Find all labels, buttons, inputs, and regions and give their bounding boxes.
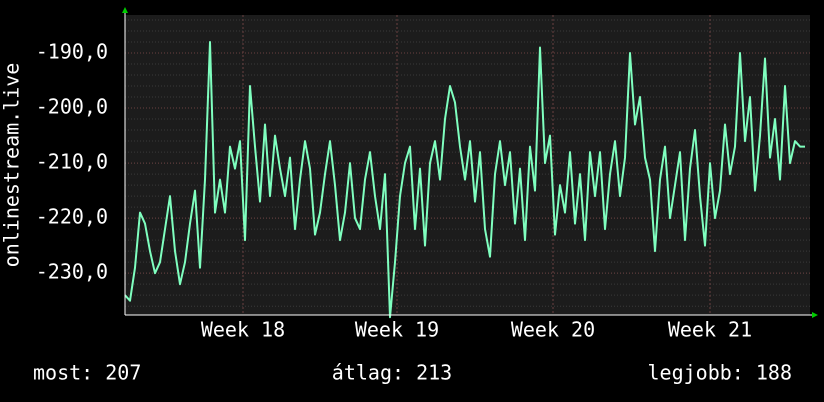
y-tick-label: -230,0 [36, 260, 108, 284]
x-tick-label: Week 19 [355, 318, 439, 342]
x-tick-label: Week 20 [511, 318, 595, 342]
stat-current: most: 207 [33, 361, 141, 385]
stat-average: átlag: 213 [332, 361, 452, 385]
y-axis-label: onlinestream.live [0, 63, 24, 268]
y-tick-label: -220,0 [36, 205, 108, 229]
y-tick-label: -200,0 [36, 95, 108, 119]
axis-arrow [812, 312, 818, 318]
stat-max: legjobb: 188 [648, 361, 793, 385]
data-line [124, 41, 805, 319]
y-tick-label: -190,0 [36, 39, 108, 63]
x-tick-label: Week 21 [668, 318, 752, 342]
y-tick-label: -210,0 [36, 150, 108, 174]
x-tick-label: Week 18 [201, 318, 285, 342]
axis-arrow [122, 7, 128, 13]
marks [124, 41, 805, 319]
